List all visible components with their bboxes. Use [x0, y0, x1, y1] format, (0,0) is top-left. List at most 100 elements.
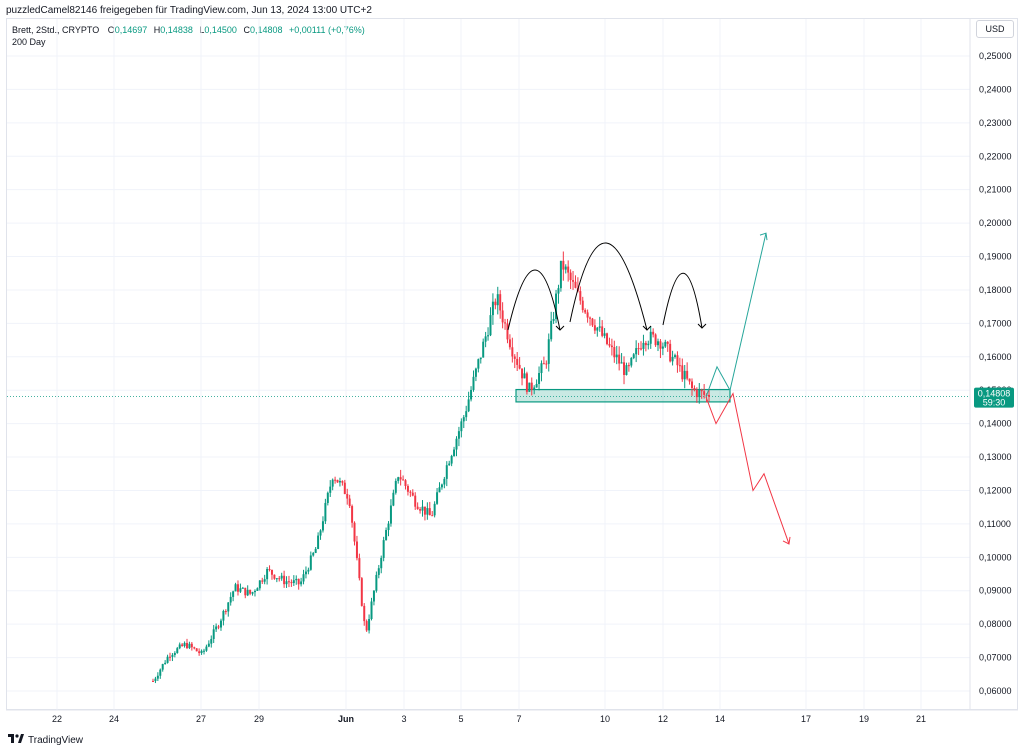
candle-body	[450, 455, 453, 464]
candle-body	[234, 584, 237, 592]
footer-branding[interactable]: TradingView	[8, 734, 83, 746]
candle-body	[377, 568, 380, 575]
candle-body	[406, 485, 409, 492]
bullish-arrowhead	[759, 232, 768, 241]
candle-body	[219, 620, 222, 628]
candle-body	[249, 589, 252, 594]
candle-body	[533, 387, 536, 390]
candle-body	[154, 678, 157, 682]
candle-body	[426, 508, 429, 515]
legend-low-value: 0,14500	[204, 25, 237, 35]
candle-body	[300, 581, 303, 585]
candle-body	[431, 515, 434, 517]
candle-body	[394, 480, 397, 493]
candle-body	[183, 642, 186, 647]
candle-body	[603, 333, 606, 336]
candle-body	[635, 348, 638, 355]
candle-body	[178, 644, 181, 649]
candle-body	[491, 301, 494, 316]
candle-body	[397, 477, 400, 481]
pattern-arc-2[interactable]	[569, 242, 648, 331]
y-tick-label: 0,06000	[979, 686, 1012, 696]
candle-body	[545, 363, 548, 365]
candle-body	[598, 326, 601, 328]
bearish-projection-path[interactable]	[705, 392, 790, 545]
y-tick-label: 0,21000	[979, 185, 1012, 195]
bullish-projection-path[interactable]	[705, 233, 767, 398]
candle-body	[596, 327, 599, 331]
candle-body	[511, 347, 514, 357]
legend-open-value: 0,14697	[114, 25, 148, 35]
candle-body	[535, 383, 538, 388]
candle-body	[644, 342, 647, 346]
support-zone-rect[interactable]	[515, 388, 731, 403]
candle-body	[562, 260, 565, 270]
pattern-arc-1[interactable]	[507, 269, 561, 331]
candle-body	[227, 602, 230, 612]
candle-body	[557, 288, 560, 294]
candle-body	[615, 354, 618, 358]
candle-body	[474, 368, 477, 377]
candle-body	[365, 621, 368, 631]
x-tick-label: 12	[658, 714, 668, 724]
candle-body	[239, 588, 242, 592]
last-price-value: 0,14808	[978, 389, 1011, 399]
candle-body	[314, 548, 317, 553]
candle-body	[346, 494, 349, 499]
candle-body	[647, 343, 650, 346]
candle-body	[666, 341, 669, 344]
candle-body	[224, 611, 227, 613]
candle-body	[375, 574, 378, 591]
candle-body	[579, 291, 582, 301]
candle-body	[190, 643, 193, 648]
candle-body	[212, 629, 215, 639]
x-tick-label: 17	[801, 714, 811, 724]
pattern-arc-3[interactable]	[662, 272, 703, 329]
pattern-arc-arrowhead	[555, 325, 565, 331]
candle-body	[331, 479, 334, 487]
candle-body	[589, 317, 592, 319]
candle-body	[229, 596, 232, 603]
candle-body	[198, 651, 201, 654]
candle-body	[159, 669, 162, 676]
candle-body	[586, 312, 589, 318]
candle-body	[353, 522, 356, 542]
candle-body	[185, 642, 188, 648]
candle-body	[591, 318, 594, 326]
candle-body	[193, 647, 196, 649]
candle-body	[528, 382, 531, 392]
candle-body	[462, 417, 465, 422]
candle-body	[642, 342, 645, 349]
candle-body	[525, 373, 528, 392]
candle-body	[460, 421, 463, 432]
candle-body	[341, 481, 344, 483]
candle-body	[290, 582, 293, 584]
candle-body	[678, 365, 681, 367]
candle-body	[312, 552, 315, 556]
x-tick-label: 22	[52, 714, 62, 724]
candle-body	[222, 611, 225, 621]
candle-body	[708, 394, 710, 397]
candle-body	[610, 345, 613, 348]
candle-body	[360, 578, 363, 606]
legend-indicator[interactable]: 200 Day	[12, 37, 46, 47]
candle-body	[307, 569, 310, 572]
candle-body	[453, 449, 456, 456]
y-tick-label: 0,11000	[979, 519, 1011, 529]
candle-body	[523, 373, 526, 379]
y-tick-label: 0,25000	[979, 51, 1012, 61]
candle-body	[166, 656, 169, 663]
candle-body	[217, 626, 220, 628]
candle-body	[440, 484, 443, 488]
candle-body	[584, 310, 587, 313]
candle-body	[202, 650, 205, 652]
y-tick-label: 0,20000	[979, 218, 1012, 228]
candle-body	[416, 506, 419, 510]
candle-body	[334, 479, 337, 481]
candle-body	[275, 578, 278, 580]
currency-button[interactable]: USD	[976, 20, 1014, 38]
candle-body	[261, 580, 264, 582]
candle-body	[494, 301, 497, 306]
candle-body	[569, 272, 572, 281]
